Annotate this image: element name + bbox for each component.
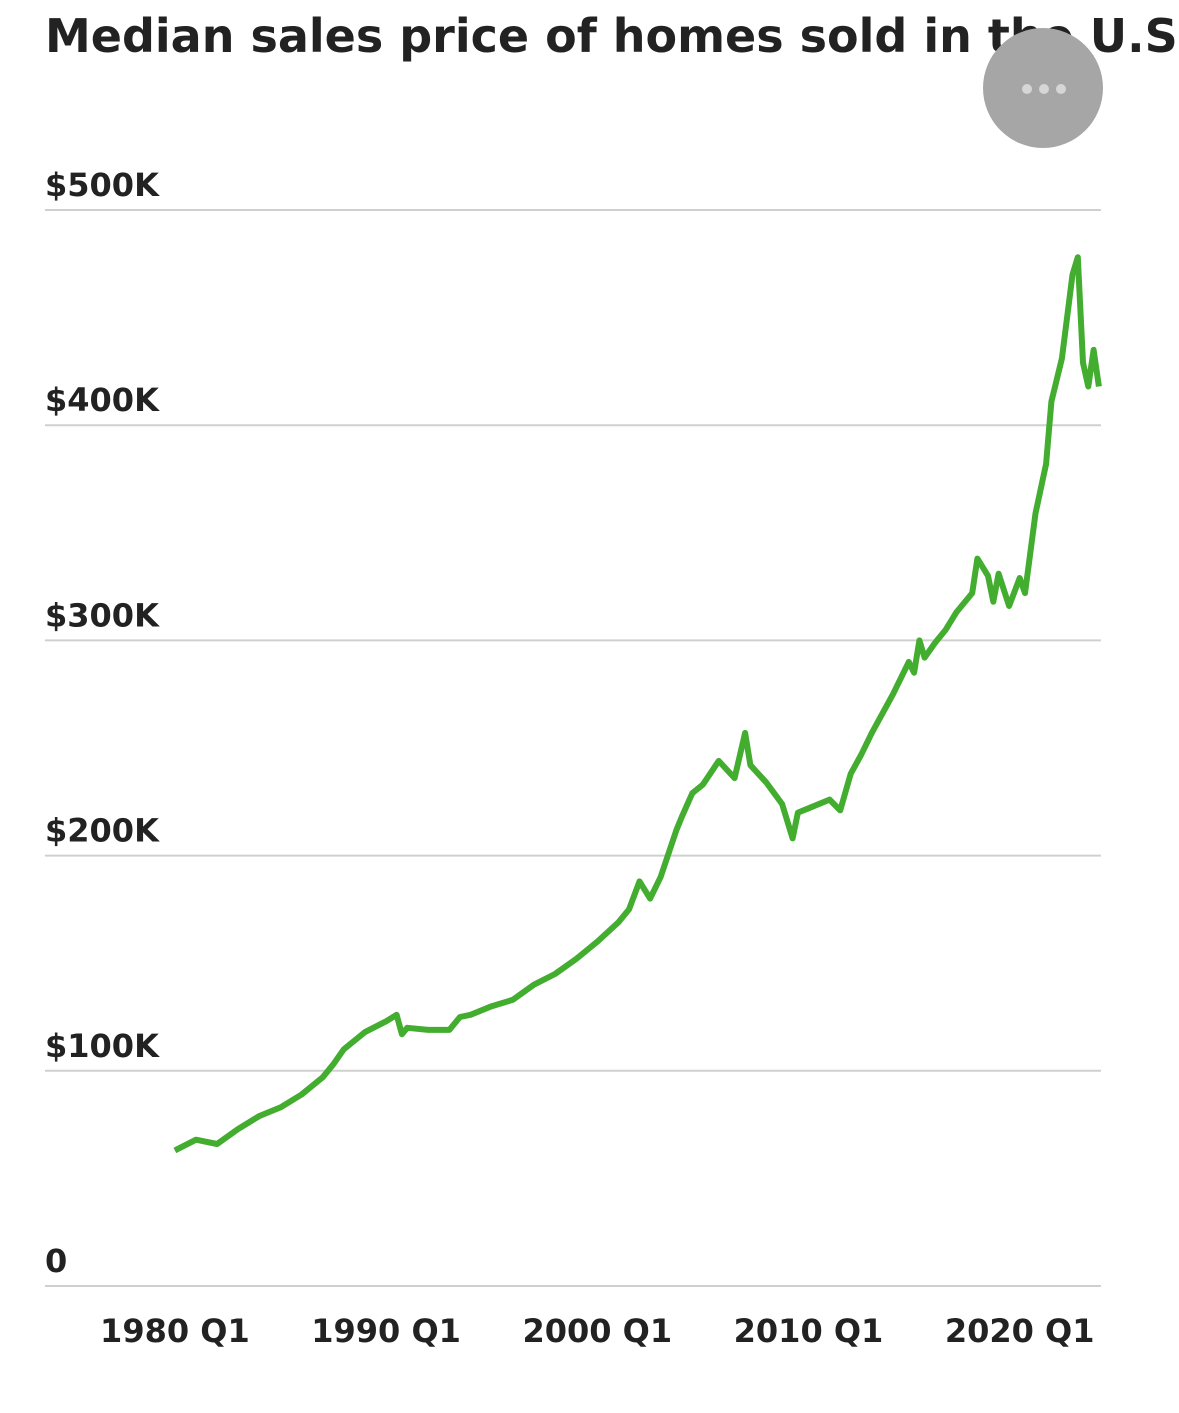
y-tick-label: 0 [45, 1242, 67, 1280]
x-tick-label: 2020 Q1 [945, 1312, 1095, 1350]
menu-button[interactable] [983, 28, 1103, 148]
x-tick-label: 2000 Q1 [522, 1312, 672, 1350]
y-tick-label: $100K [45, 1027, 160, 1065]
x-tick-label: 1990 Q1 [311, 1312, 461, 1350]
y-tick-label: $500K [45, 166, 160, 204]
menu-dot[interactable] [1056, 84, 1066, 94]
x-tick-label: 2010 Q1 [734, 1312, 884, 1350]
y-tick-label: $400K [45, 381, 160, 419]
y-tick-label: $200K [45, 812, 160, 850]
menu-dot[interactable] [1039, 84, 1049, 94]
menu-dot[interactable] [1022, 84, 1032, 94]
x-tick-label: 1980 Q1 [100, 1312, 250, 1350]
y-tick-label: $300K [45, 596, 160, 634]
chart-title: Median sales price of homes sold in the … [45, 9, 1179, 63]
data-line [173, 254, 1102, 1154]
